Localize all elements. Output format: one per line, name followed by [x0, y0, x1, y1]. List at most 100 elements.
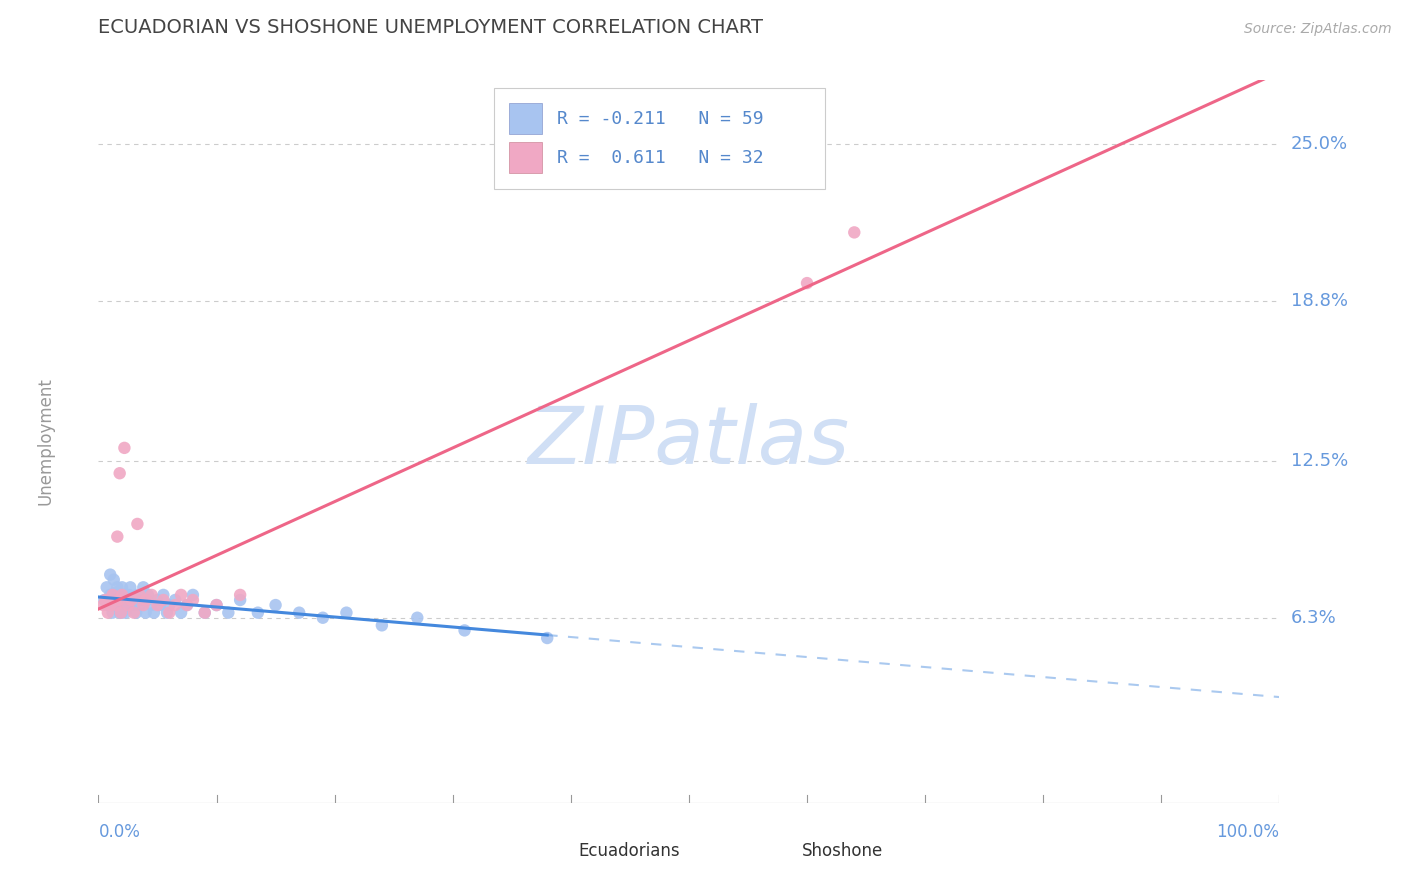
Point [288, 606, 311, 620]
Point [101, 588, 124, 602]
Point [107, 593, 129, 607]
Point [98, 588, 121, 602]
Point [121, 593, 143, 607]
Point [101, 606, 124, 620]
Point [129, 593, 152, 607]
Point [796, 276, 818, 290]
Point [132, 580, 155, 594]
Point [96, 580, 118, 594]
Point [112, 598, 135, 612]
FancyBboxPatch shape [509, 103, 543, 134]
Point [205, 598, 228, 612]
Point [122, 606, 145, 620]
Point [152, 593, 174, 607]
Point [170, 606, 193, 620]
Point [105, 585, 128, 599]
Point [111, 588, 134, 602]
Point [91, 598, 114, 612]
FancyBboxPatch shape [772, 843, 793, 861]
Point [229, 588, 252, 602]
Text: Unemployment: Unemployment [37, 377, 55, 506]
Point [105, 598, 128, 612]
Point [108, 606, 131, 620]
FancyBboxPatch shape [494, 87, 825, 189]
Point [453, 624, 475, 638]
Point [105, 580, 128, 594]
Point [108, 588, 131, 602]
Text: Shoshone: Shoshone [803, 842, 883, 860]
Point [120, 580, 142, 594]
Point [105, 598, 128, 612]
Point [141, 588, 163, 602]
Point [108, 467, 131, 481]
Point [117, 598, 139, 612]
Point [97, 598, 120, 612]
Text: 18.8%: 18.8% [1291, 292, 1347, 310]
Point [146, 598, 169, 612]
Point [229, 593, 252, 607]
Point [536, 631, 558, 645]
Point [110, 606, 132, 620]
Point [122, 593, 145, 607]
Point [107, 593, 129, 607]
Point [128, 588, 150, 602]
Point [104, 593, 127, 607]
Point [205, 598, 228, 612]
Point [127, 516, 149, 531]
Text: Ecuadorians: Ecuadorians [578, 842, 679, 860]
Point [165, 598, 187, 612]
Point [94, 593, 117, 607]
Point [103, 573, 125, 587]
Text: 100.0%: 100.0% [1216, 823, 1279, 841]
Point [111, 606, 134, 620]
Point [146, 593, 169, 607]
Point [136, 588, 159, 602]
Point [170, 588, 193, 602]
Text: 0.0%: 0.0% [98, 823, 141, 841]
Point [141, 598, 163, 612]
Point [128, 598, 150, 612]
Text: R = -0.211   N = 59: R = -0.211 N = 59 [557, 110, 763, 128]
Text: ZIPatlas: ZIPatlas [527, 402, 851, 481]
Point [135, 606, 157, 620]
Point [110, 598, 132, 612]
Point [125, 606, 148, 620]
Point [111, 580, 134, 594]
Point [118, 588, 141, 602]
Point [217, 606, 239, 620]
Point [127, 588, 149, 602]
Point [406, 611, 429, 625]
Text: Source: ZipAtlas.com: Source: ZipAtlas.com [1244, 22, 1392, 37]
Point [181, 593, 204, 607]
Point [98, 567, 121, 582]
Point [114, 606, 136, 620]
Point [176, 598, 198, 612]
Point [135, 593, 157, 607]
Point [844, 226, 866, 240]
Point [194, 606, 217, 620]
Point [246, 606, 269, 620]
Point [194, 606, 217, 620]
Point [156, 606, 179, 620]
Text: 12.5%: 12.5% [1291, 451, 1348, 469]
Point [112, 441, 135, 455]
Point [121, 598, 143, 612]
FancyBboxPatch shape [509, 143, 543, 173]
Point [157, 598, 180, 612]
Point [112, 588, 135, 602]
Point [264, 598, 287, 612]
FancyBboxPatch shape [547, 843, 568, 861]
Point [181, 588, 204, 602]
Text: 6.3%: 6.3% [1291, 608, 1336, 627]
Point [135, 593, 157, 607]
Point [312, 611, 335, 625]
Point [371, 618, 394, 632]
Point [152, 588, 174, 602]
Point [149, 598, 172, 612]
Point [176, 598, 198, 612]
Point [105, 530, 128, 544]
Text: ECUADORIAN VS SHOSHONE UNEMPLOYMENT CORRELATION CHART: ECUADORIAN VS SHOSHONE UNEMPLOYMENT CORR… [98, 18, 763, 37]
Point [93, 593, 115, 607]
Point [335, 606, 357, 620]
Point [122, 598, 145, 612]
